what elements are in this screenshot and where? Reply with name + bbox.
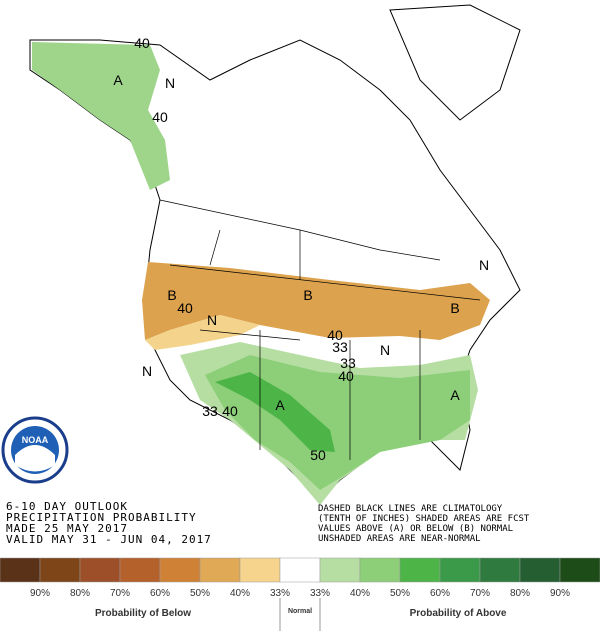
legend-swatch xyxy=(399,557,441,583)
legend-label: 33% xyxy=(310,588,330,599)
legend-swatch xyxy=(559,557,600,583)
logo-wave xyxy=(15,445,55,472)
legend-label: 70% xyxy=(470,588,490,599)
map-label: 40 xyxy=(152,109,168,125)
map-label: N xyxy=(380,342,390,358)
map-label: N xyxy=(207,312,217,328)
below-area-light xyxy=(145,315,260,350)
legend-label: 50% xyxy=(190,588,210,599)
map-label: 33 xyxy=(340,355,356,371)
legend-swatch xyxy=(0,557,41,583)
legend-label: 40% xyxy=(350,588,370,599)
outlook-line: PRECIPITATION PROBABILITY xyxy=(6,511,197,524)
outlook-note: DASHED BLACK LINES ARE CLIMATOLOGY xyxy=(318,504,503,514)
legend-above: Probability of Above xyxy=(410,608,507,619)
map-label: N xyxy=(479,257,489,273)
map-label: A xyxy=(275,397,285,413)
legend-normal: Normal xyxy=(288,608,312,615)
above-area xyxy=(32,42,170,190)
legend-swatch xyxy=(159,557,201,583)
map-label: 33 xyxy=(202,403,218,419)
map-label: B xyxy=(303,287,312,303)
legend-swatch xyxy=(319,557,361,583)
map-label: N xyxy=(165,75,175,91)
legend-swatch xyxy=(239,557,281,583)
legend-swatch xyxy=(39,557,81,583)
outlook-line: 6-10 DAY OUTLOOK xyxy=(6,500,128,513)
map-label: A xyxy=(113,72,123,88)
legend-label: 90% xyxy=(30,588,50,599)
map-label: 50 xyxy=(310,447,326,463)
outlook-line: MADE 25 MAY 2017 xyxy=(6,522,128,535)
legend-swatch xyxy=(439,557,481,583)
map-label: A xyxy=(450,387,460,403)
legend-label: 90% xyxy=(550,588,570,599)
legend-label: 60% xyxy=(150,588,170,599)
outlook-note: VALUES ABOVE (A) OR BELOW (B) NORMAL xyxy=(318,524,513,534)
legend-label: 50% xyxy=(390,588,410,599)
legend-swatch xyxy=(519,557,561,583)
legend-label: 70% xyxy=(110,588,130,599)
below-area xyxy=(142,262,490,340)
map-label: 33 xyxy=(332,339,348,355)
greenland xyxy=(389,4,521,121)
legend-label: 33% xyxy=(270,588,290,599)
legend-swatch xyxy=(279,557,321,583)
legend-label: 60% xyxy=(430,588,450,599)
map-label: 40 xyxy=(327,327,343,343)
legend-swatch xyxy=(79,557,121,583)
map-label: 40 xyxy=(222,403,238,419)
legend-swatch xyxy=(359,557,401,583)
legend-swatch xyxy=(199,557,241,583)
legend-swatch xyxy=(479,557,521,583)
map-label: B xyxy=(450,300,459,316)
legend-swatch xyxy=(119,557,161,583)
legend-label: 80% xyxy=(70,588,90,599)
above-area-dark xyxy=(215,372,335,452)
logo-text: NOAA xyxy=(22,435,49,445)
legend-label: 40% xyxy=(230,588,250,599)
legend-label: 80% xyxy=(510,588,530,599)
map-label: B xyxy=(167,287,176,303)
border xyxy=(159,199,481,460)
legend-below: Probability of Below xyxy=(95,608,191,619)
outlook-note: UNSHADED AREAS ARE NEAR-NORMAL xyxy=(318,534,481,544)
outlook-note: (TENTH OF INCHES) SHADED AREAS ARE FCST xyxy=(318,514,530,524)
map-label: 40 xyxy=(177,300,193,316)
map-label: 40 xyxy=(338,368,354,384)
outlook-line: VALID MAY 31 - JUN 04, 2017 xyxy=(6,533,212,546)
map-label: 40 xyxy=(134,35,150,51)
map-label: N xyxy=(142,363,152,379)
